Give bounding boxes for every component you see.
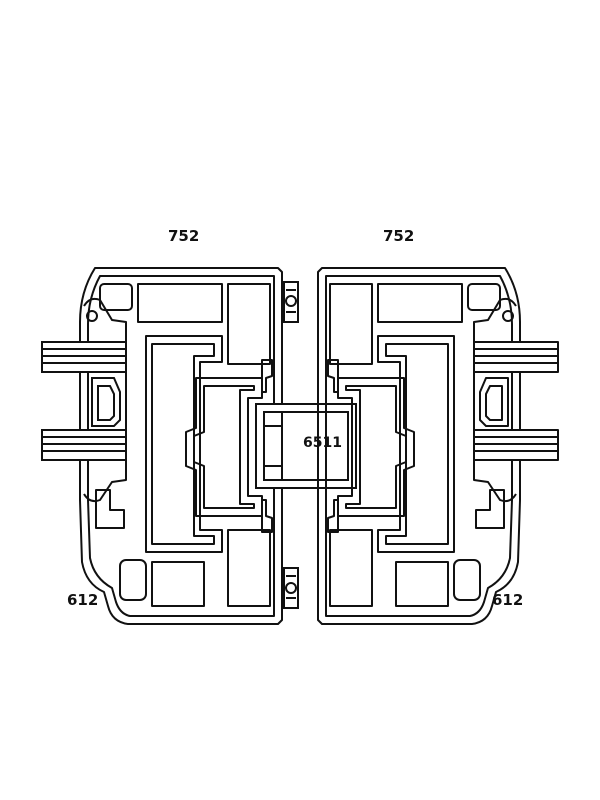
left-spacer [92, 378, 120, 426]
left-top-chamber-1 [138, 284, 222, 322]
left-reinforcement [186, 378, 262, 516]
left-bottom-chamber-2 [228, 530, 270, 606]
left-glazing-bead [84, 299, 126, 501]
label-top-left-profile: 752 [168, 227, 200, 245]
label-bottom-left-profile: 612 [67, 591, 99, 609]
left-top-chamber-2 [228, 284, 270, 364]
left-glass-unit [42, 342, 126, 460]
label-bottom-right-profile: 612 [492, 591, 524, 609]
left-top-seal [87, 311, 97, 321]
left-sash-inner-outline [88, 276, 274, 616]
left-bottom-chamber-1 [152, 562, 204, 606]
left-sash-outline [80, 268, 282, 624]
mullion-inner [264, 412, 348, 480]
center-seal-top [284, 282, 298, 322]
mullion-outer [256, 404, 356, 488]
left-lower-lug [96, 490, 124, 528]
left-sash-profile [80, 268, 282, 624]
left-bottom-corner-chamber [120, 560, 146, 600]
center-mullion [256, 282, 356, 608]
right-sash-profile [318, 268, 558, 624]
label-top-right-profile: 752 [383, 227, 415, 245]
left-gasket-clip [262, 360, 272, 532]
center-seal-bottom [284, 568, 298, 608]
left-top-corner-chamber [100, 284, 132, 310]
left-main-chamber-inner [152, 344, 214, 544]
left-reinforcement-inner [194, 386, 254, 508]
left-main-chamber [146, 336, 222, 552]
label-center-mullion: 6511 [303, 435, 342, 451]
